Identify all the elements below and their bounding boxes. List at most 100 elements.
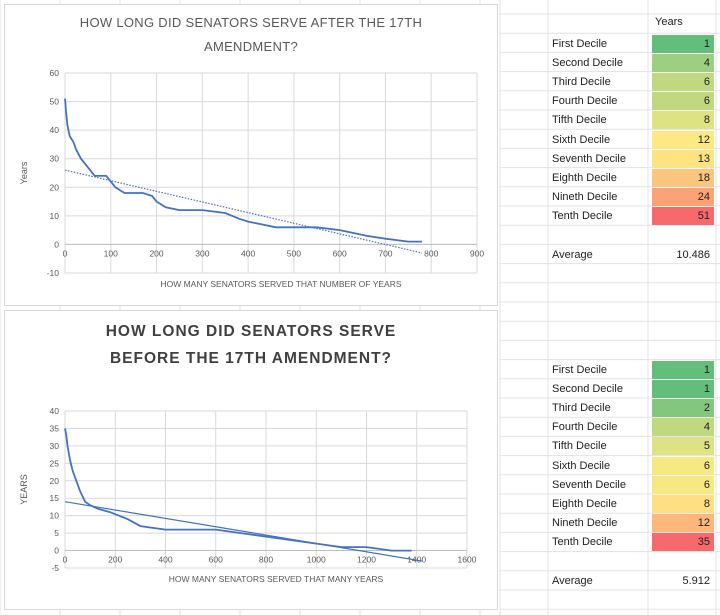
decile-value-cell[interactable]: 1 <box>652 360 714 379</box>
after-y-tick-label: -10 <box>47 268 60 278</box>
decile-value-cell[interactable]: 12 <box>652 130 714 149</box>
decile-label: Eighth Decile <box>552 171 617 184</box>
decile-label: Third Decile <box>552 401 611 414</box>
decile-row[interactable]: Tifth Decile 8 <box>548 111 716 130</box>
before-chart-title-line-1: HOW LONG DID SENATORS SERVE <box>106 323 397 340</box>
decile-row[interactable]: Nineth Decile 12 <box>548 514 716 533</box>
before-x-tick-label: 0 <box>63 555 68 565</box>
decile-row[interactable]: Eighth Decile 18 <box>548 168 716 187</box>
after-x-tick-label: 200 <box>149 248 163 258</box>
decile-label: Fourth Decile <box>552 95 618 108</box>
before-x-tick-label: 1000 <box>307 555 326 565</box>
after-x-tick-label: 400 <box>241 248 255 258</box>
after-x-tick-label: 100 <box>104 248 118 258</box>
decile-row[interactable]: Second Decile 4 <box>548 53 716 72</box>
decile-label: Second Decile <box>552 382 623 395</box>
decile-value-cell[interactable]: 4 <box>652 53 714 72</box>
before-y-tick-label: 30 <box>50 441 60 451</box>
decile-label: Tenth Decile <box>552 210 613 223</box>
decile-label: Fourth Decile <box>552 421 618 434</box>
decile-label: Tifth Decile <box>552 114 607 127</box>
chart-after-17th[interactable]: HOW LONG DID SENATORS SERVE AFTER THE 17… <box>4 4 498 306</box>
decile-row[interactable]: Tenth Decile 51 <box>548 207 716 226</box>
decile-row[interactable]: First Decile 1 <box>548 360 716 379</box>
before-x-tick-label: 800 <box>259 555 273 565</box>
decile-label: Nineth Decile <box>552 517 618 530</box>
before-y-tick-label: 25 <box>50 458 60 468</box>
years-column-header: Years <box>655 16 683 28</box>
decile-label: Sixth Decile <box>552 459 611 472</box>
decile-value-cell[interactable]: 24 <box>652 188 714 207</box>
average-row[interactable]: Average 10.486 <box>548 245 716 264</box>
decile-label: First Decile <box>552 363 608 376</box>
decile-row[interactable]: First Decile 1 <box>548 34 716 53</box>
before-y-tick-label: 10 <box>50 511 60 521</box>
after-x-tick-label: 700 <box>378 248 392 258</box>
decile-value-cell[interactable]: 1 <box>652 34 714 53</box>
decile-row[interactable]: Sixth Decile 12 <box>548 130 716 149</box>
decile-row[interactable]: Tifth Decile 5 <box>548 437 716 456</box>
before-x-tick-label: 200 <box>108 555 122 565</box>
decile-value-cell[interactable]: 6 <box>652 92 714 111</box>
before-x-tick-label: 400 <box>158 555 172 565</box>
after-x-tick-label: 900 <box>470 248 484 258</box>
decile-value-cell[interactable]: 8 <box>652 494 714 513</box>
decile-value-cell[interactable]: 35 <box>652 533 714 552</box>
after-series-line <box>64 98 423 243</box>
before-y-tick-label: 15 <box>50 493 60 503</box>
before-y-axis-label: YEARS <box>19 474 29 505</box>
before-y-tick-label: -5 <box>51 563 59 573</box>
decile-value-cell[interactable]: 18 <box>652 168 714 187</box>
decile-row[interactable]: Seventh Decile 6 <box>548 475 716 494</box>
after-x-axis-label: HOW MANY SENATORS SERVED THAT NUMBER OF … <box>160 279 401 289</box>
decile-value-cell[interactable]: 4 <box>652 418 714 437</box>
after-chart-title-line-2: AMENDMENT? <box>204 39 298 54</box>
decile-value-cell[interactable]: 51 <box>652 207 714 226</box>
after-x-tick-label: 0 <box>63 248 68 258</box>
decile-row[interactable]: Sixth Decile 6 <box>548 456 716 475</box>
before-y-tick-label: 5 <box>54 528 59 538</box>
decile-value-cell[interactable]: 8 <box>652 111 714 130</box>
before-y-tick-label: 20 <box>50 476 60 486</box>
decile-row[interactable]: Tenth Decile 35 <box>548 533 716 552</box>
decile-value-cell[interactable]: 2 <box>652 398 714 417</box>
decile-value-cell[interactable]: 13 <box>652 149 714 168</box>
after-y-axis-label: Years <box>19 161 29 184</box>
after-y-tick-label: 60 <box>50 68 60 78</box>
decile-row[interactable]: Fourth Decile 6 <box>548 92 716 111</box>
decile-label: First Decile <box>552 37 608 50</box>
decile-row[interactable]: Fourth Decile 4 <box>548 418 716 437</box>
decile-value-cell[interactable]: 12 <box>652 514 714 533</box>
before-series-line <box>64 428 412 552</box>
decile-row[interactable]: Third Decile 2 <box>548 398 716 417</box>
decile-value-cell[interactable]: 6 <box>652 475 714 494</box>
after-y-tick-label: 50 <box>50 97 60 107</box>
decile-row[interactable]: Nineth Decile 24 <box>548 188 716 207</box>
chart-before-17th[interactable]: HOW LONG DID SENATORS SERVE BEFORE THE 17… <box>4 310 498 610</box>
average-row[interactable]: Average 5.912 <box>548 571 716 590</box>
after-x-tick-label: 300 <box>195 248 209 258</box>
before-x-tick-label: 600 <box>209 555 223 565</box>
decile-value-cell[interactable]: 6 <box>652 72 714 91</box>
decile-row[interactable]: Third Decile 6 <box>548 72 716 91</box>
decile-label: Nineth Decile <box>552 191 618 204</box>
decile-label: Second Decile <box>552 56 623 69</box>
after-chart-title-line-1: HOW LONG DID SENATORS SERVE AFTER THE 17… <box>80 15 422 30</box>
decile-value-cell[interactable]: 6 <box>652 456 714 475</box>
decile-row[interactable]: Seventh Decile 13 <box>548 149 716 168</box>
before-x-tick-label: 1600 <box>458 555 477 565</box>
before-x-tick-label: 1400 <box>407 555 426 565</box>
decile-row[interactable]: Second Decile 1 <box>548 379 716 398</box>
after-y-tick-label: 20 <box>50 182 60 192</box>
decile-value-cell[interactable]: 1 <box>652 379 714 398</box>
average-value[interactable]: 5.912 <box>682 574 710 587</box>
before-x-tick-label: 1200 <box>357 555 376 565</box>
after-x-tick-label: 500 <box>287 248 301 258</box>
after-y-tick-label: 10 <box>50 211 60 221</box>
decile-row[interactable]: Eighth Decile 8 <box>548 494 716 513</box>
decile-value-cell[interactable]: 5 <box>652 437 714 456</box>
decile-label: Seventh Decile <box>552 478 626 491</box>
average-value[interactable]: 10.486 <box>676 248 710 261</box>
average-label: Average <box>552 248 593 261</box>
before-y-tick-label: 40 <box>50 406 60 416</box>
